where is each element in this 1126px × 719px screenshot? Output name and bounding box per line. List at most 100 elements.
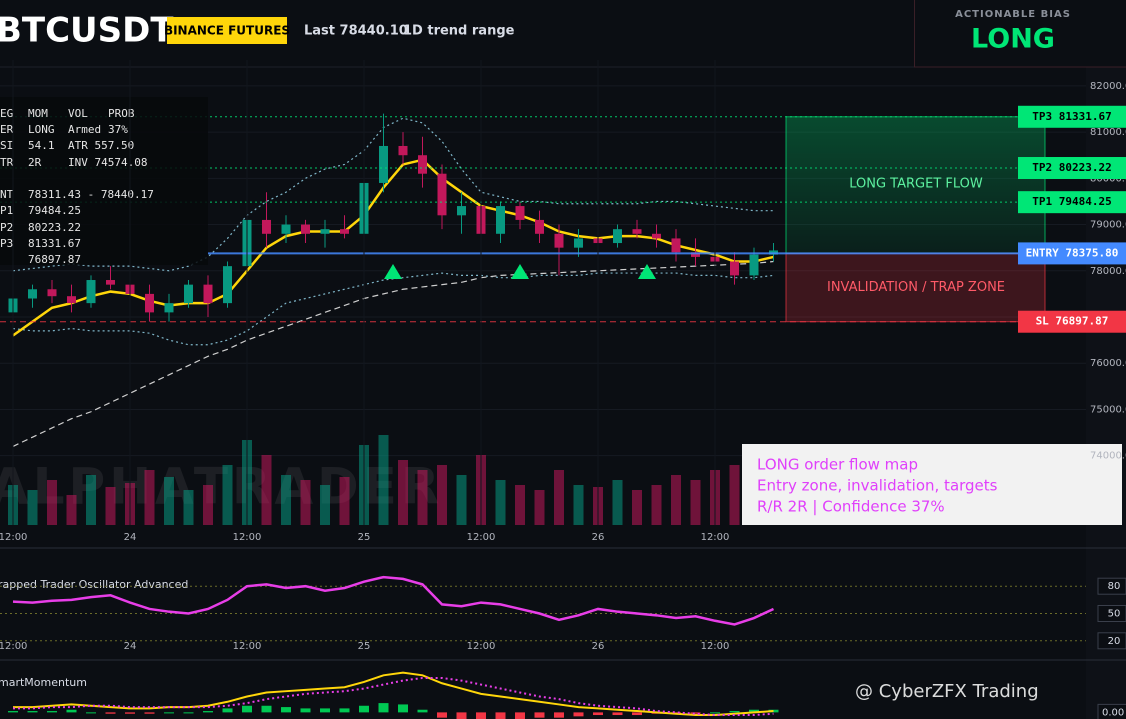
level-label: TP3 81331.67 xyxy=(1032,110,1111,123)
signal-arrow xyxy=(511,264,529,279)
volume-bar xyxy=(534,490,545,525)
info-cell: 37% xyxy=(108,123,128,136)
level-tag xyxy=(1018,310,1126,333)
zone-label: LONG TARGET FLOW xyxy=(849,176,983,191)
level-label: TP1 79484.25 xyxy=(1032,195,1111,208)
tick-tag xyxy=(1097,577,1126,595)
histogram-bar xyxy=(339,708,350,713)
candle-body xyxy=(574,238,583,248)
volume-bar xyxy=(417,470,428,525)
histogram-bar xyxy=(105,712,116,714)
candle-body xyxy=(437,173,447,216)
note-line: R/R 2R | Confidence 37% xyxy=(757,498,945,516)
volume-bar xyxy=(495,480,506,525)
y-tick-label: 80 xyxy=(1108,581,1121,592)
volume-bar xyxy=(281,475,291,525)
histogram-bar xyxy=(554,712,564,718)
indicator-line xyxy=(12,158,774,337)
x-tick-label: 24 xyxy=(124,532,137,543)
histogram-bar xyxy=(203,711,213,713)
watermark: ALPHATRADER xyxy=(0,458,443,516)
histogram-bar xyxy=(710,712,720,714)
candle-body xyxy=(398,145,408,156)
y-tick-label: 79000.00 xyxy=(1090,220,1126,231)
info-cell: ATR 557.50 xyxy=(68,139,134,152)
histogram-bar xyxy=(281,707,291,713)
candle-body xyxy=(67,296,76,304)
oscillator-panel: rapped Trader Oscillator Advanced 20 50 80 1… xyxy=(0,575,1126,652)
candle-body xyxy=(632,229,642,234)
candle-body xyxy=(535,219,544,234)
info-cell: Armed xyxy=(68,123,101,136)
range-label: 1D trend range xyxy=(403,24,515,39)
y-tick-label: 81000.00 xyxy=(1090,127,1126,138)
volume-bar xyxy=(729,465,740,525)
histogram-bar xyxy=(144,712,155,714)
x-tick-label: 12:00 xyxy=(701,532,730,543)
y-tick-label: 50 xyxy=(1108,609,1121,620)
volume-bar xyxy=(203,485,213,525)
histogram-bar xyxy=(8,711,18,713)
y-tick-label: 0.00 xyxy=(1102,707,1124,718)
level-label: ENTRY 78375.80 xyxy=(1026,246,1119,259)
zone xyxy=(785,116,1046,254)
x-tick-label: 12:00 xyxy=(467,532,496,543)
histogram-bar xyxy=(261,705,272,713)
candle-body xyxy=(301,224,310,234)
histogram-bar xyxy=(27,711,38,713)
histogram-bar xyxy=(437,712,447,718)
note-box xyxy=(742,444,1122,525)
x-tick-label: 26 xyxy=(592,532,605,543)
level-tag xyxy=(1018,242,1126,265)
last-price: Last 78440.10 xyxy=(304,24,408,39)
x-tick-label: 24 xyxy=(124,641,137,652)
x-tick-label: 12:00 xyxy=(0,532,27,543)
candle-body xyxy=(28,289,37,299)
histogram-bar xyxy=(495,712,506,719)
volume-bar xyxy=(690,480,701,525)
exchange-badge xyxy=(167,17,287,44)
candle-body xyxy=(749,254,759,276)
overlays xyxy=(0,116,1018,323)
exchange: BINANCE FUTURES xyxy=(164,24,290,38)
candle-body xyxy=(223,266,232,304)
x-tick-label: 12:00 xyxy=(233,532,262,543)
histogram-bar xyxy=(456,712,467,719)
histogram-bar xyxy=(86,712,96,714)
histogram-bar xyxy=(300,708,311,713)
volume-bar xyxy=(47,480,57,525)
x-tick-label: 25 xyxy=(358,532,371,543)
volume-bar xyxy=(222,465,233,525)
candle-body xyxy=(496,206,505,234)
y-tick-label: 20 xyxy=(1108,636,1121,647)
histogram-bar xyxy=(125,712,135,714)
histogram-bar xyxy=(164,712,174,714)
candle-body xyxy=(203,284,213,304)
info-cell: P1 xyxy=(0,204,13,217)
level-tag xyxy=(1018,105,1126,128)
info-cell: 79484.25 xyxy=(28,204,81,217)
info-cell: ER xyxy=(0,123,14,136)
candle-body xyxy=(262,219,271,234)
volume-bar xyxy=(261,455,272,525)
candle-body xyxy=(184,284,193,304)
tick-tag xyxy=(1097,605,1126,622)
info-cell: NT xyxy=(0,188,14,201)
candle-body xyxy=(379,145,388,183)
info-cell: 54.1 xyxy=(28,139,55,152)
volume-bar xyxy=(456,475,467,525)
histogram-bar xyxy=(398,704,408,713)
info-cell: TR xyxy=(0,156,14,169)
candle-body xyxy=(86,280,96,304)
candle-body xyxy=(164,303,174,313)
note-line: LONG order flow map xyxy=(757,456,918,474)
y-tick-label: 75000.00 xyxy=(1090,404,1126,415)
volume-bar xyxy=(339,477,350,525)
histogram-bar xyxy=(573,712,584,717)
histogram-bar xyxy=(534,712,545,718)
x-tick-label: 12:00 xyxy=(233,641,262,652)
histogram-bar xyxy=(612,712,623,716)
histogram-bar xyxy=(222,708,233,713)
zone-label: INVALIDATION / TRAP ZONE xyxy=(827,280,1005,295)
y-tick-label: 74000.00 xyxy=(1090,451,1126,462)
